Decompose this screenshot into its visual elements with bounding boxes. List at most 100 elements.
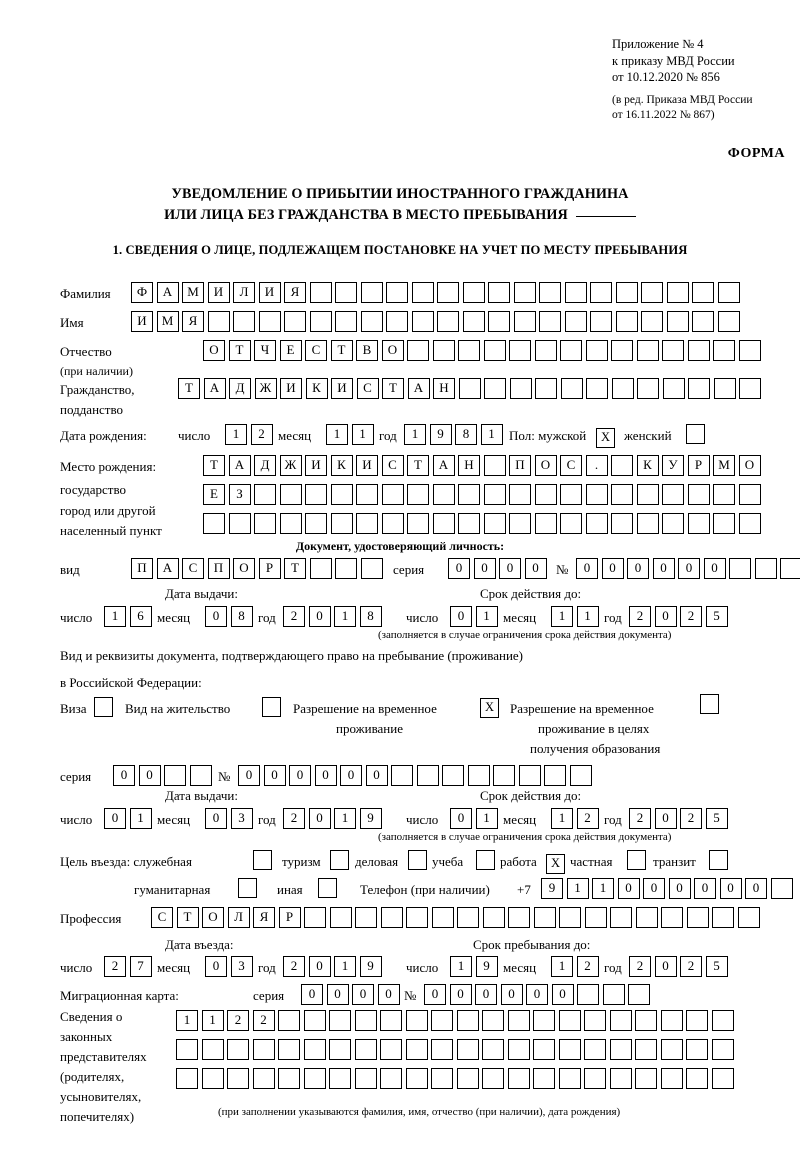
char-cell[interactable]: 0 bbox=[668, 878, 691, 899]
char-cell[interactable]: И bbox=[258, 282, 281, 303]
purpose-transit-mark[interactable] bbox=[709, 850, 728, 870]
char-cell[interactable] bbox=[227, 1039, 249, 1060]
char-cell[interactable] bbox=[611, 340, 633, 361]
visa-checkbox[interactable] bbox=[94, 697, 113, 717]
char-cell[interactable]: 6 bbox=[129, 606, 152, 627]
char-cell[interactable]: 0 bbox=[308, 956, 331, 977]
char-cell[interactable]: 1 bbox=[104, 606, 126, 627]
char-cell[interactable]: 2 bbox=[250, 424, 273, 445]
char-cell[interactable] bbox=[780, 558, 800, 579]
char-cell[interactable] bbox=[467, 765, 490, 786]
char-cell[interactable] bbox=[754, 558, 777, 579]
char-cell[interactable]: 1 bbox=[576, 606, 599, 627]
char-cell[interactable]: Е bbox=[279, 340, 302, 361]
char-cell[interactable] bbox=[329, 1039, 351, 1060]
char-cell[interactable]: П bbox=[131, 558, 153, 579]
char-cell[interactable] bbox=[738, 513, 761, 534]
char-cell[interactable] bbox=[636, 484, 659, 505]
char-cell[interactable] bbox=[329, 907, 352, 928]
char-cell[interactable] bbox=[329, 1068, 351, 1089]
char-cell[interactable] bbox=[610, 907, 632, 928]
char-cell[interactable]: 1 bbox=[201, 1010, 224, 1031]
char-cell[interactable]: Е bbox=[203, 484, 225, 505]
char-cell[interactable]: 0 bbox=[654, 808, 677, 829]
legal-rep-input-line-3[interactable] bbox=[176, 1068, 734, 1089]
char-cell[interactable] bbox=[564, 282, 587, 303]
char-cell[interactable]: С bbox=[305, 340, 327, 361]
char-cell[interactable] bbox=[729, 558, 751, 579]
birth-place-input-line-3[interactable] bbox=[203, 513, 761, 534]
char-cell[interactable] bbox=[712, 907, 734, 928]
char-cell[interactable]: М bbox=[713, 455, 735, 476]
char-cell[interactable]: 0 bbox=[263, 765, 286, 786]
char-cell[interactable]: 0 bbox=[238, 765, 260, 786]
char-cell[interactable]: 1 bbox=[176, 1010, 198, 1031]
char-cell[interactable]: 2 bbox=[227, 1010, 249, 1031]
char-cell[interactable] bbox=[432, 340, 455, 361]
char-cell[interactable] bbox=[661, 907, 683, 928]
char-cell[interactable] bbox=[558, 1010, 581, 1031]
char-cell[interactable] bbox=[739, 378, 761, 399]
char-cell[interactable]: 1 bbox=[551, 808, 573, 829]
char-cell[interactable] bbox=[407, 484, 429, 505]
char-cell[interactable] bbox=[533, 1039, 555, 1060]
char-cell[interactable]: А bbox=[228, 455, 251, 476]
char-cell[interactable]: 1 bbox=[592, 878, 614, 899]
char-cell[interactable]: 2 bbox=[680, 956, 702, 977]
char-cell[interactable] bbox=[354, 1010, 377, 1031]
char-cell[interactable]: М bbox=[156, 311, 179, 332]
char-cell[interactable] bbox=[252, 1039, 275, 1060]
char-cell[interactable] bbox=[539, 311, 561, 332]
char-cell[interactable] bbox=[380, 1039, 402, 1060]
sex-male-checkbox[interactable]: X bbox=[596, 424, 615, 448]
char-cell[interactable]: О bbox=[738, 455, 761, 476]
title-blank-line[interactable] bbox=[575, 204, 636, 217]
char-cell[interactable] bbox=[513, 311, 536, 332]
char-cell[interactable]: 1 bbox=[129, 808, 152, 829]
char-cell[interactable]: Л bbox=[233, 282, 255, 303]
char-cell[interactable] bbox=[687, 340, 710, 361]
char-cell[interactable] bbox=[534, 513, 557, 534]
char-cell[interactable] bbox=[507, 1010, 530, 1031]
char-cell[interactable] bbox=[360, 311, 383, 332]
char-cell[interactable] bbox=[201, 1068, 224, 1089]
char-cell[interactable]: 0 bbox=[627, 558, 649, 579]
char-cell[interactable]: Д bbox=[229, 378, 251, 399]
char-cell[interactable]: 2 bbox=[283, 956, 305, 977]
char-cell[interactable] bbox=[586, 378, 608, 399]
char-cell[interactable]: 3 bbox=[230, 808, 253, 829]
char-cell[interactable] bbox=[356, 513, 378, 534]
char-cell[interactable] bbox=[535, 378, 557, 399]
char-cell[interactable] bbox=[641, 282, 663, 303]
char-cell[interactable]: 0 bbox=[448, 558, 470, 579]
char-cell[interactable]: 1 bbox=[334, 606, 356, 627]
char-cell[interactable]: 0 bbox=[617, 878, 640, 899]
char-cell[interactable] bbox=[609, 1039, 632, 1060]
residence-permit-mark[interactable] bbox=[262, 697, 281, 717]
char-cell[interactable]: У bbox=[662, 455, 684, 476]
char-cell[interactable] bbox=[407, 340, 429, 361]
char-cell[interactable] bbox=[227, 1068, 249, 1089]
char-cell[interactable] bbox=[405, 1010, 428, 1031]
char-cell[interactable] bbox=[636, 513, 659, 534]
char-cell[interactable] bbox=[507, 1039, 530, 1060]
char-cell[interactable]: И bbox=[331, 378, 353, 399]
char-cell[interactable] bbox=[432, 484, 455, 505]
char-cell[interactable]: 0 bbox=[424, 984, 446, 1005]
char-cell[interactable] bbox=[611, 378, 634, 399]
purpose-study-mark[interactable] bbox=[476, 850, 495, 870]
char-cell[interactable]: Т bbox=[228, 340, 251, 361]
char-cell[interactable]: 0 bbox=[499, 558, 521, 579]
char-cell[interactable]: Ж bbox=[254, 378, 277, 399]
char-cell[interactable] bbox=[662, 484, 684, 505]
char-cell[interactable] bbox=[411, 311, 434, 332]
char-cell[interactable] bbox=[611, 455, 633, 476]
char-cell[interactable]: 0 bbox=[314, 765, 337, 786]
purpose-official-checkbox[interactable] bbox=[253, 850, 272, 870]
char-cell[interactable]: 0 bbox=[576, 558, 598, 579]
char-cell[interactable] bbox=[309, 558, 332, 579]
